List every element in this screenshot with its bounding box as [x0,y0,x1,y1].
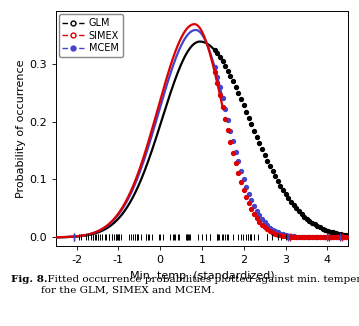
Text: Fitted occurrence probabilities plotted against min. temperature
for the GLM, SI: Fitted occurrence probabilities plotted … [41,275,359,295]
X-axis label: Min. temp. (standardized): Min. temp. (standardized) [130,271,274,281]
Legend: GLM, SIMEX, MCEM: GLM, SIMEX, MCEM [59,14,123,57]
Y-axis label: Probability of occurrence: Probability of occurrence [16,60,26,198]
Text: Fig. 8.: Fig. 8. [11,275,47,285]
